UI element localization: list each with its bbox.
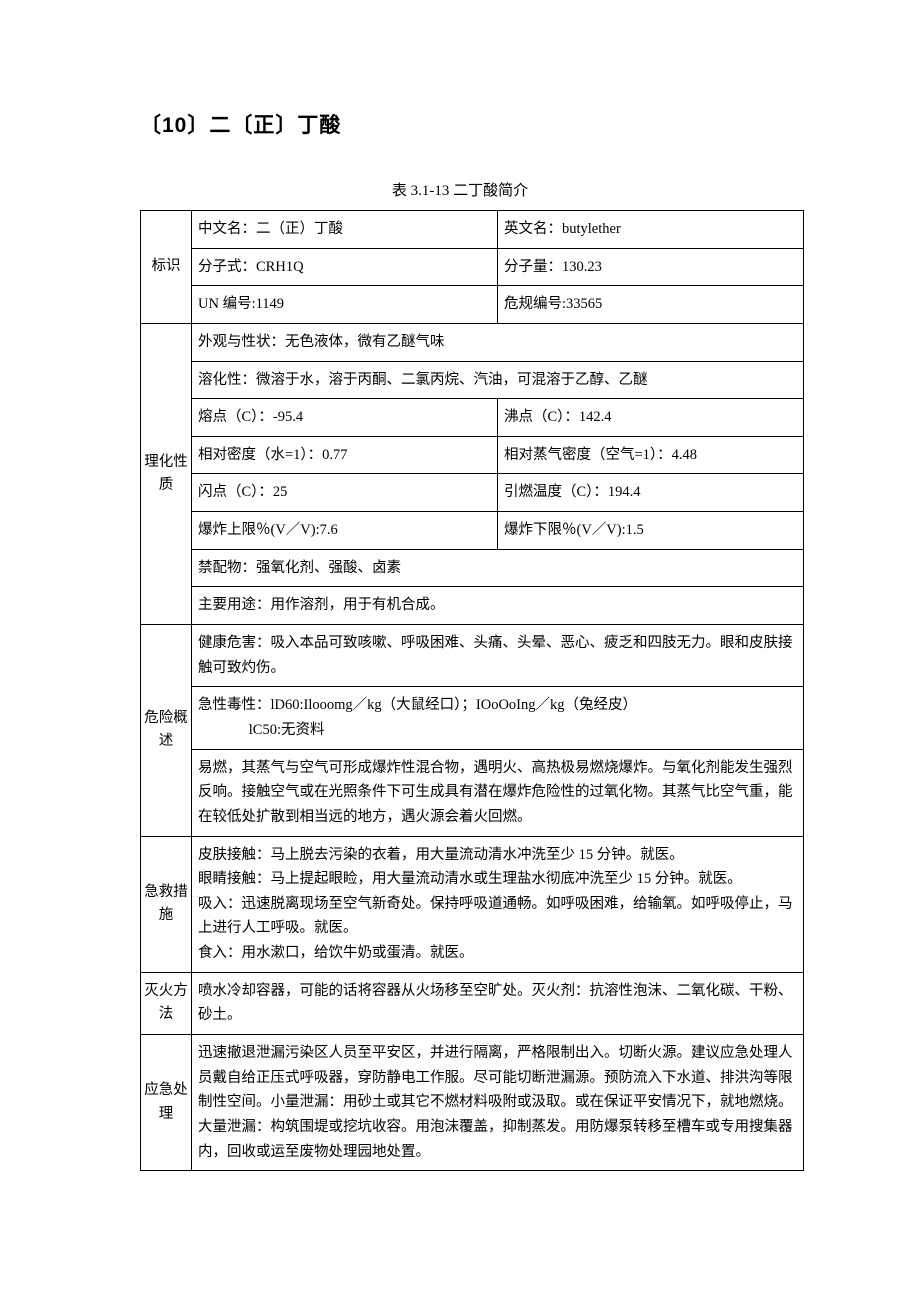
section-label-phys: 理化性质 bbox=[141, 323, 192, 624]
firstaid-eye: 眼睛接触：马上提起眼睑，用大量流动清水或生理盐水彻底冲洗至少 15 分钟。就医。 bbox=[198, 871, 742, 887]
cell-lel: 爆炸下限％(V／V):1.5 bbox=[498, 512, 804, 550]
cell-incompat: 禁配物：强氧化剂、强酸、卤素 bbox=[192, 549, 804, 587]
section-label-hazard: 危险概述 bbox=[141, 625, 192, 836]
cell-ignition: 引燃温度（C）：194.4 bbox=[498, 474, 804, 512]
table-row: 相对密度（水=1）：0.77 相对蒸气密度（空气=1）：4.48 bbox=[141, 436, 804, 474]
table-row: 应急处理 迅速撤退泄漏污染区人员至平安区，并进行隔离，严格限制出入。切断火源。建… bbox=[141, 1035, 804, 1171]
table-row: 闪点（C）：25 引燃温度（C）：194.4 bbox=[141, 474, 804, 512]
cell-vdensity: 相对蒸气密度（空气=1）：4.48 bbox=[498, 436, 804, 474]
section-label-identifier: 标识 bbox=[141, 211, 192, 324]
firstaid-inhale: 吸入：迅速脱离现场至空气新奇处。保持呼吸道通畅。如呼吸困难，给输氧。如呼吸停止，… bbox=[198, 896, 793, 937]
cell-flash: 闪点（C）：25 bbox=[192, 474, 498, 512]
cell-firstaid: 皮肤接触：马上脱去污染的衣着，用大量流动清水冲洗至少 15 分钟。就医。 眼睛接… bbox=[192, 836, 804, 972]
table-row: 主要用途：用作溶剂，用于有机合成。 bbox=[141, 587, 804, 625]
table-row: 急性毒性：lD60:Ilooomg／kg（大鼠经口）；IOoOoIng／kg（兔… bbox=[141, 687, 804, 749]
table-row: 急救措施 皮肤接触：马上脱去污染的衣着，用大量流动清水冲洗至少 15 分钟。就医… bbox=[141, 836, 804, 972]
cell-density: 相对密度（水=1）：0.77 bbox=[192, 436, 498, 474]
cell-name-en: 英文名：butylether bbox=[498, 211, 804, 249]
table-row: UN 编号:1149 危规编号:33565 bbox=[141, 286, 804, 324]
section-label-firefight: 灭火方法 bbox=[141, 972, 192, 1034]
table-row: 危险概述 健康危害：吸入本品可致咳嗽、呼吸困难、头痛、头晕、恶心、疲乏和四肢无力… bbox=[141, 625, 804, 687]
table-row: 熔点（C）：-95.4 沸点（C）：142.4 bbox=[141, 399, 804, 437]
cell-solubility: 溶化性：微溶于水，溶于丙酮、二氯丙烷、汽油，可混溶于乙醇、乙醚 bbox=[192, 361, 804, 399]
table-row: 灭火方法 喷水冷却容器，可能的话将容器从火场移至空旷处。灭火剂：抗溶性泡沫、二氧… bbox=[141, 972, 804, 1034]
cell-firefight: 喷水冷却容器，可能的话将容器从火场移至空旷处。灭火剂：抗溶性泡沫、二氧化碳、干粉… bbox=[192, 972, 804, 1034]
cell-mp: 熔点（C）：-95.4 bbox=[192, 399, 498, 437]
chemical-datasheet-table: 标识 中文名：二（正）丁酸 英文名：butylether 分子式：CRH1Q 分… bbox=[140, 210, 804, 1171]
firstaid-skin: 皮肤接触：马上脱去污染的衣着，用大量流动清水冲洗至少 15 分钟。就医。 bbox=[198, 847, 684, 863]
tox-line2: lC50:无资料 bbox=[198, 718, 799, 743]
cell-bp: 沸点（C）：142.4 bbox=[498, 399, 804, 437]
table-caption: 表 3.1-13 二丁酸简介 bbox=[140, 180, 780, 203]
cell-formula: 分子式：CRH1Q bbox=[192, 248, 498, 286]
cell-appearance: 外观与性状：无色液体，微有乙醚气味 bbox=[192, 323, 804, 361]
table-row: 溶化性：微溶于水，溶于丙酮、二氯丙烷、汽油，可混溶于乙醇、乙醚 bbox=[141, 361, 804, 399]
table-row: 理化性质 外观与性状：无色液体，微有乙醚气味 bbox=[141, 323, 804, 361]
cell-hazreg: 危规编号:33565 bbox=[498, 286, 804, 324]
cell-uel: 爆炸上限％(V／V):7.6 bbox=[192, 512, 498, 550]
cell-fire-hazard: 易燃，其蒸气与空气可形成爆炸性混合物，遇明火、高热极易燃烧爆炸。与氧化剂能发生强… bbox=[192, 749, 804, 836]
cell-emergency: 迅速撤退泄漏污染区人员至平安区，并进行隔离，严格限制出入。切断火源。建议应急处理… bbox=[192, 1035, 804, 1171]
tox-line1: 急性毒性：lD60:Ilooomg／kg（大鼠经口）；IOoOoIng／kg（兔… bbox=[198, 697, 637, 713]
cell-mw: 分子量：130.23 bbox=[498, 248, 804, 286]
table-row: 易燃，其蒸气与空气可形成爆炸性混合物，遇明火、高热极易燃烧爆炸。与氧化剂能发生强… bbox=[141, 749, 804, 836]
table-row: 禁配物：强氧化剂、强酸、卤素 bbox=[141, 549, 804, 587]
section-heading: 〔10〕二〔正〕丁酸 bbox=[140, 110, 780, 142]
table-row: 爆炸上限％(V／V):7.6 爆炸下限％(V／V):1.5 bbox=[141, 512, 804, 550]
cell-un: UN 编号:1149 bbox=[192, 286, 498, 324]
cell-health: 健康危害：吸入本品可致咳嗽、呼吸困难、头痛、头晕、恶心、疲乏和四肢无力。眼和皮肤… bbox=[192, 625, 804, 687]
cell-name-cn: 中文名：二（正）丁酸 bbox=[192, 211, 498, 249]
section-label-firstaid: 急救措施 bbox=[141, 836, 192, 972]
cell-toxicity: 急性毒性：lD60:Ilooomg／kg（大鼠经口）；IOoOoIng／kg（兔… bbox=[192, 687, 804, 749]
cell-use: 主要用途：用作溶剂，用于有机合成。 bbox=[192, 587, 804, 625]
firstaid-ingest: 食入：用水漱口，给饮牛奶或蛋清。就医。 bbox=[198, 945, 474, 961]
table-row: 标识 中文名：二（正）丁酸 英文名：butylether bbox=[141, 211, 804, 249]
section-label-emergency: 应急处理 bbox=[141, 1035, 192, 1171]
table-row: 分子式：CRH1Q 分子量：130.23 bbox=[141, 248, 804, 286]
